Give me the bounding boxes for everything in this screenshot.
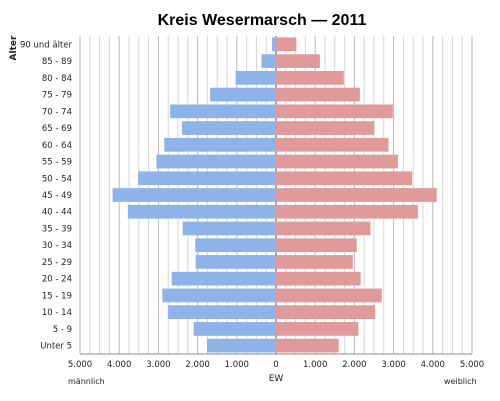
x-tick-label: 0 [273,360,278,370]
bar-female [276,137,389,152]
category-label: 5 - 9 [53,325,72,335]
x-axis-label: EW [269,374,284,384]
bar-male [138,171,276,186]
bar-female [276,188,437,202]
category-label: 90 und älter [20,40,73,50]
x-tick-label: 5.000 [68,360,92,370]
category-label: 70 - 74 [42,107,72,117]
category-label: 75 - 79 [42,91,72,101]
category-label: 60 - 64 [42,141,72,151]
x-tick-label: 2.000 [342,360,366,370]
bar-female [276,54,320,68]
x-tick-label: 2.000 [185,360,209,370]
bar-female [276,322,359,336]
category-label: 25 - 29 [42,258,72,268]
category-label: 85 - 89 [42,57,72,67]
bar-female [276,204,418,219]
y-axis-label: Alter [9,35,19,60]
x-tick-label: 3.000 [146,360,170,370]
bar-male [156,154,276,169]
x-tick-label: 1.000 [303,360,327,370]
bar-male [164,137,276,152]
bar-female [276,305,376,320]
bar-male [235,70,276,85]
bars-group [112,37,437,353]
bar-female [276,70,344,85]
bar-male [181,121,276,135]
chart-title: Kreis Wesermarsch — 2011 [158,12,367,29]
bar-female [276,255,353,269]
x-tick-labels: 5.000 4.000 3.000 2.000 1.000 0 1.000 2.000 3.00… [68,360,484,370]
category-label: Unter 5 [40,342,72,352]
category-label: 65 - 69 [42,124,72,134]
bar-female [276,238,357,253]
bar-male [162,288,276,303]
category-label: 50 - 54 [42,174,72,184]
bar-female [276,271,361,286]
bar-male [195,238,276,253]
x-tick-label: 5.000 [460,360,484,370]
bar-male [170,104,276,119]
bar-male [207,338,276,353]
bar-male [193,322,276,336]
female-label: weiblich [444,377,477,386]
bar-female [276,87,360,102]
category-label: 35 - 39 [42,224,72,234]
x-tick-label: 4.000 [107,360,131,370]
category-label: 15 - 19 [42,291,72,301]
bar-female [276,288,382,303]
bar-male [112,188,276,202]
category-label: 55 - 59 [42,158,72,168]
bar-female [276,221,371,236]
bar-female [276,121,375,135]
category-label: 80 - 84 [42,74,72,84]
male-label: männlich [68,377,105,386]
bar-female [276,171,413,186]
bar-female [276,338,339,353]
bar-male [127,204,276,219]
x-tick-label: 3.000 [381,360,405,370]
bar-male [210,87,276,102]
bar-male [182,221,276,236]
category-label: 10 - 14 [42,308,72,318]
category-label: 20 - 24 [42,275,72,285]
bar-male [168,305,276,320]
bar-female [276,154,398,169]
bar-male [171,271,276,286]
bar-female [276,37,297,52]
category-label: 45 - 49 [42,191,72,201]
bar-male [261,54,276,68]
bar-male [195,255,276,269]
category-labels: 90 und älter 85 - 89 80 - 84 75 - 79 70 - 74… [20,40,73,351]
category-label: 30 - 34 [42,241,72,251]
bar-male [272,37,276,52]
x-tick-label: 4.000 [421,360,445,370]
x-tick-label: 1.000 [225,360,249,370]
category-label: 40 - 44 [42,208,72,218]
bar-female [276,104,393,119]
